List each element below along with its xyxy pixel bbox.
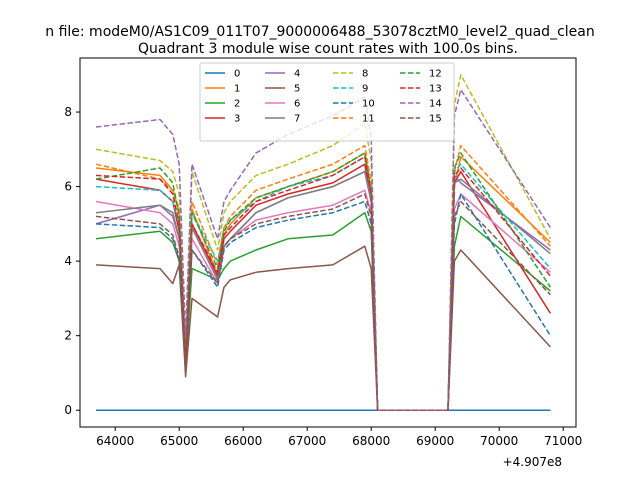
x-tick-label: 69000	[416, 434, 454, 448]
chart-suptitle: n file: modeM0/AS1C09_011T07_9000006488_…	[45, 24, 594, 40]
y-tick-label: 2	[64, 329, 72, 343]
x-tick-label: 65000	[160, 434, 198, 448]
legend-label-3: 3	[234, 114, 240, 125]
chart-title: Quadrant 3 module wise count rates with …	[138, 41, 518, 57]
x-tick-label: 71000	[544, 434, 582, 448]
series-line-12	[95, 152, 552, 411]
legend-label-15: 15	[429, 114, 442, 125]
y-axis: 0 2 4 6 8	[64, 105, 80, 417]
y-tick-label: 0	[64, 403, 72, 417]
plot-lines	[95, 74, 552, 411]
series-line-2	[95, 211, 551, 411]
series-line-11	[95, 144, 551, 411]
y-tick-label: 4	[64, 254, 72, 268]
legend-label-5: 5	[294, 84, 300, 95]
series-line-6	[95, 189, 551, 411]
legend-label-4: 4	[294, 69, 300, 80]
legend-label-9: 9	[362, 84, 368, 95]
legend-label-0: 0	[234, 69, 240, 80]
legend-label-8: 8	[362, 69, 368, 80]
x-tick-label: 68000	[352, 434, 390, 448]
legend-label-7: 7	[294, 114, 300, 125]
series-line-5	[95, 245, 551, 411]
x-tick-label: 66000	[224, 434, 262, 448]
x-tick-label: 64000	[96, 434, 134, 448]
series-line-15	[95, 193, 551, 411]
x-tick-label: 70000	[480, 434, 518, 448]
legend-label-11: 11	[362, 114, 375, 125]
x-tick-label: 67000	[288, 434, 326, 448]
legend-label-10: 10	[362, 99, 375, 110]
legend-label-12: 12	[429, 69, 442, 80]
legend-box	[199, 62, 455, 142]
legend-label-6: 6	[294, 99, 300, 110]
legend-label-13: 13	[429, 84, 442, 95]
legend-label-2: 2	[234, 99, 240, 110]
x-offset-label: +4.907e8	[503, 455, 562, 469]
series-line-3	[95, 163, 552, 411]
x-axis: 64000 65000 66000 67000 68000 69000 70000 71000	[96, 427, 582, 448]
axes-frame	[79, 57, 577, 428]
series-line-1	[95, 152, 551, 411]
legend-label-14: 14	[429, 99, 442, 110]
legend-label-1: 1	[234, 84, 240, 95]
series-line-10	[95, 193, 552, 411]
y-tick-label: 8	[64, 105, 72, 119]
y-tick-label: 6	[64, 180, 72, 194]
